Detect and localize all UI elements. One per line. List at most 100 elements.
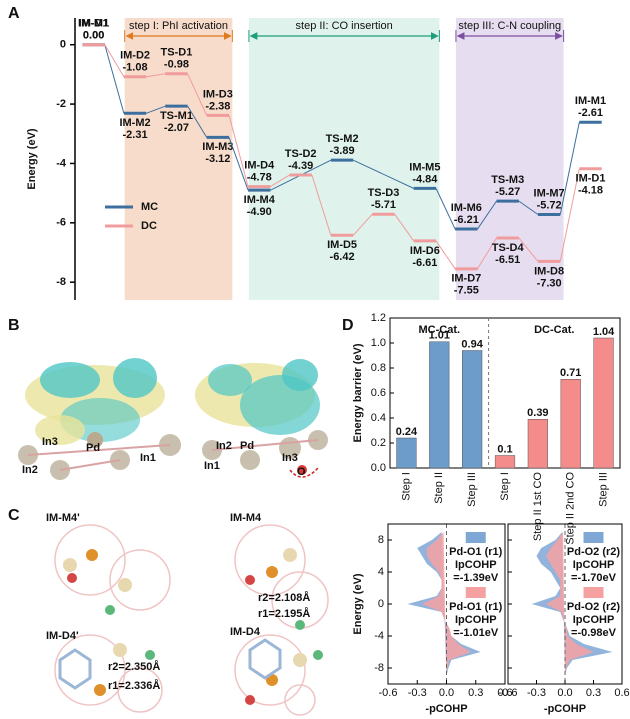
value-label: -1.08 [123, 62, 148, 74]
atom-label: O [297, 466, 306, 478]
connector [146, 73, 166, 78]
connector [559, 168, 580, 262]
bar-value-label: 0.39 [527, 407, 548, 419]
connector [146, 105, 166, 114]
x-axis-label: -pCOHP [544, 703, 586, 715]
state-label: TS-M2 [326, 133, 359, 145]
step-region [124, 18, 233, 300]
group-label: MC-Cat. [419, 324, 461, 336]
value-label: -5.72 [537, 199, 562, 211]
connector [435, 188, 456, 230]
y-axis-label: Energy barrier (eV) [352, 343, 364, 442]
atom-label: In3 [42, 436, 58, 448]
x-tick-label: Step II 2nd CO [565, 472, 577, 545]
y-axis-label: Energy (eV) [26, 128, 38, 189]
connector [353, 159, 414, 189]
connector [104, 44, 125, 114]
value-label: -4.90 [247, 206, 272, 218]
state-label: TS-M1 [160, 110, 193, 122]
bar-value-label: 0.1 [497, 443, 512, 455]
value-label: -6.42 [330, 251, 355, 263]
x-tick-label: 0.6 [497, 687, 512, 699]
y-tick-label: -8 [56, 276, 66, 288]
panel-letter: B [8, 317, 20, 334]
charge-density-left [18, 358, 181, 480]
x-tick-label: -0.6 [379, 687, 398, 699]
value-label: -7.55 [454, 285, 479, 297]
annotation: IpCOHP [573, 614, 615, 626]
connector [352, 213, 373, 236]
state-label: IM-M2 [119, 117, 150, 129]
connector [518, 200, 539, 215]
value-label: -6.21 [454, 214, 479, 226]
y-tick-label: 0.6 [371, 387, 386, 399]
connector [477, 200, 497, 230]
value-label: -6.61 [412, 257, 437, 269]
state-label: IM-M1 [78, 18, 109, 30]
step-region [455, 18, 564, 300]
connector [518, 237, 539, 262]
connector [477, 237, 497, 270]
structure-title: IM-M4 [230, 512, 262, 524]
y-tick-label: 0 [60, 39, 66, 51]
value-label: -2.07 [164, 122, 189, 134]
legend-label: Pd-O2 (r2) [567, 546, 621, 558]
state-label: IM-D1 [576, 173, 606, 185]
x-tick-label: Step III [597, 472, 609, 507]
x-tick-label: 0.6 [614, 687, 629, 699]
state-label: IM-M5 [409, 161, 440, 173]
state-label: IM-D5 [327, 239, 357, 251]
cohp-area [531, 532, 613, 676]
value-label: -7.30 [537, 277, 562, 289]
atom-label: Pd [240, 440, 254, 452]
annotation: =-1.01eV [453, 627, 499, 639]
x-tick-label: Step I [400, 472, 412, 501]
atom-label: Pd [86, 442, 100, 454]
value-label: -4.84 [412, 173, 438, 185]
structure-title: IM-D4 [230, 626, 261, 638]
legend-label: Pd-O1 (r1) [449, 546, 503, 558]
atoms [58, 548, 323, 705]
bar-value-label: 1.04 [593, 326, 615, 338]
atom-label: In1 [140, 452, 156, 464]
connector [270, 174, 290, 188]
charge-density-right [195, 359, 328, 478]
state-label: TS-M3 [491, 174, 524, 186]
value-label: -5.27 [495, 186, 520, 198]
legend-swatch [583, 587, 604, 598]
bar [494, 455, 516, 469]
y-tick-label: -6 [56, 217, 66, 229]
state-label: IM-M7 [534, 187, 565, 199]
connector [435, 240, 456, 270]
value-label: -4.39 [288, 160, 313, 172]
annotation: IpCOHP [455, 614, 497, 626]
bar [396, 437, 417, 469]
y-tick-label: 0.0 [371, 462, 386, 474]
state-label: TS-D2 [285, 148, 317, 160]
atom-label: In1 [204, 460, 220, 472]
y-tick-label: 8 [378, 534, 384, 546]
x-tick-label: -0.6 [499, 687, 518, 699]
value-label: -5.71 [371, 199, 396, 211]
bond-length: r2=2.350Å [108, 660, 160, 673]
y-tick-label: 0 [378, 598, 384, 610]
cohp-area [546, 532, 594, 676]
state-label: IM-D2 [120, 50, 150, 62]
state-label: IM-M1 [575, 95, 606, 107]
y-tick-label: 0.2 [371, 437, 386, 449]
legend-label: MC [141, 201, 158, 213]
value-label: -2.38 [205, 100, 230, 112]
y-tick-label: -2 [56, 98, 66, 110]
bond-length: r1=2.195Å [258, 607, 310, 620]
annotation: IpCOHP [455, 559, 497, 571]
state-label: IM-D8 [534, 265, 564, 277]
x-tick-label: Step III [466, 472, 478, 507]
x-tick-label: Step II [433, 472, 445, 504]
y-tick-label: 0.4 [371, 412, 386, 424]
connector [187, 105, 208, 138]
state-label: IM-D6 [410, 245, 440, 257]
x-tick-label: 0.0 [557, 687, 572, 699]
step-label: step I: PhI activation [129, 20, 228, 32]
x-tick-label: Step I [499, 472, 511, 501]
